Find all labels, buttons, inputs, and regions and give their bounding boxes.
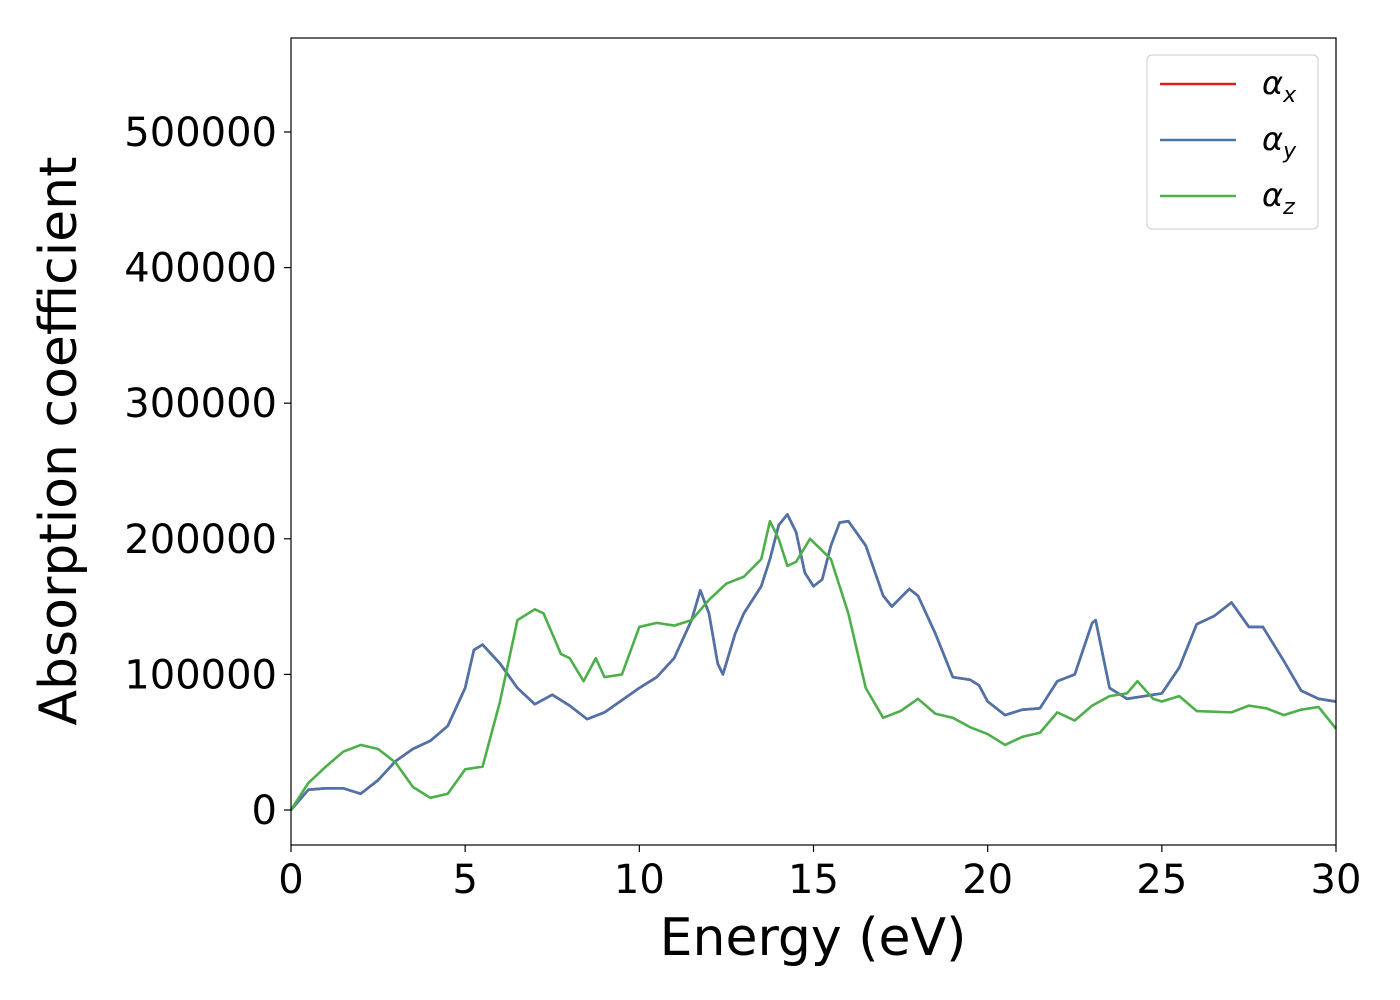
- y-tick-label: 200000: [124, 517, 277, 563]
- y-tick-label: 100000: [124, 652, 277, 698]
- x-tick-label: 5: [452, 857, 477, 903]
- line: [290, 513, 1337, 811]
- y-tick-label: 400000: [124, 246, 277, 292]
- x-tick-label: 0: [278, 857, 303, 903]
- legend-label: αx: [1262, 64, 1297, 108]
- legend-label: αy: [1262, 120, 1297, 164]
- y-tick-label: 300000: [124, 381, 277, 427]
- y-axis-label: Absorption coefficient: [29, 156, 89, 725]
- line: [289, 519, 1338, 811]
- legend-label: αz: [1262, 176, 1295, 220]
- legend: αx αy αz: [1146, 54, 1319, 230]
- line: [290, 513, 1337, 811]
- x-tick-label: 15: [788, 857, 839, 903]
- plot-frame: [290, 37, 1337, 846]
- y-tick-label: 0: [252, 788, 277, 834]
- x-axis-label: Energy (eV): [660, 908, 967, 968]
- x-tick-label: 10: [614, 857, 665, 903]
- y-tick-label: 500000: [124, 110, 277, 156]
- x-tick-label: 20: [962, 857, 1013, 903]
- legend-box: [1146, 54, 1319, 230]
- x-tick-label: 25: [1136, 857, 1187, 903]
- x-tick-label: 30: [1311, 857, 1362, 903]
